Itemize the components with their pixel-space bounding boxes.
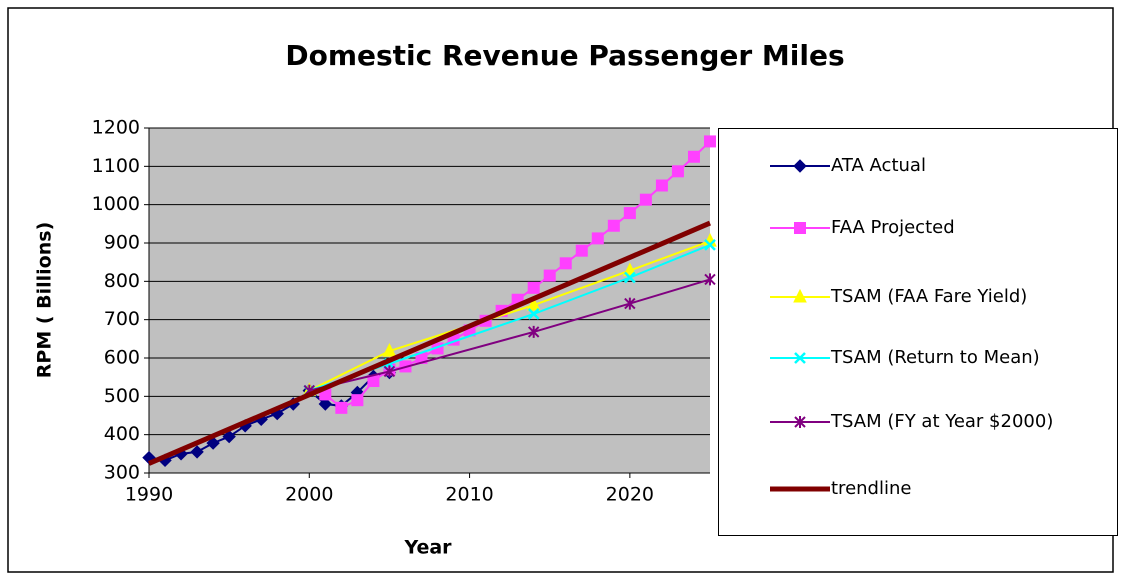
marker <box>335 401 348 414</box>
marker <box>794 416 806 428</box>
marker <box>794 352 806 364</box>
legend: ATA Actual FAA Projected TSAM (FAA Fare Yi… <box>718 128 1118 536</box>
y-tick-label: 800 <box>104 270 140 292</box>
marker <box>639 193 652 206</box>
legend-label: trendline <box>831 478 912 499</box>
marker <box>794 222 806 234</box>
legend-label: TSAM (FAA Fare Yield) <box>831 286 1028 307</box>
marker <box>704 273 716 286</box>
marker <box>623 271 636 284</box>
legend-label: TSAM (Return to Mean) <box>831 347 1040 368</box>
marker <box>624 297 636 310</box>
legend-label: ATA Actual <box>831 155 926 176</box>
y-tick-label: 300 <box>104 462 140 484</box>
marker <box>671 165 684 178</box>
marker <box>704 135 716 148</box>
y-tick-label: 400 <box>104 423 140 445</box>
marker <box>527 281 540 294</box>
y-tick-label: 700 <box>104 308 140 330</box>
marker <box>543 269 556 282</box>
y-tick-label: 1000 <box>92 193 140 215</box>
marker <box>527 325 540 338</box>
marker <box>793 159 807 173</box>
marker <box>687 150 700 163</box>
y-tick-label: 500 <box>104 385 140 407</box>
y-tick-label: 1100 <box>92 155 140 177</box>
x-tick-label: 2020 <box>606 484 654 506</box>
marker <box>142 450 156 465</box>
x-tick-label: 1990 <box>125 484 173 506</box>
x-tick-label: 2000 <box>285 484 333 506</box>
legend-label: FAA Projected <box>831 217 955 238</box>
marker <box>704 239 716 251</box>
marker <box>351 394 364 407</box>
marker <box>318 397 333 411</box>
series-line <box>148 371 390 462</box>
marker <box>591 232 604 245</box>
legend-swatch <box>770 352 830 364</box>
legend-swatch <box>770 159 830 173</box>
y-tick-label: 1200 <box>92 117 140 139</box>
plot-area <box>149 128 710 473</box>
chart-title: Domestic Revenue Passenger Miles <box>285 39 844 72</box>
marker <box>655 179 668 192</box>
legend-swatch <box>770 222 830 234</box>
marker <box>383 365 396 378</box>
y-tick-label: 900 <box>104 232 140 254</box>
legend-swatch <box>770 288 830 303</box>
marker <box>623 262 637 277</box>
series-line <box>148 220 711 466</box>
marker <box>575 244 588 257</box>
x-tick-label: 2010 <box>445 484 493 506</box>
marker <box>559 257 572 270</box>
marker <box>190 445 204 459</box>
marker <box>607 219 620 232</box>
legend-swatch <box>770 416 830 428</box>
y-tick-label: 600 <box>104 347 140 369</box>
y-axis-label: RPM ( Billions) <box>34 222 56 378</box>
marker <box>222 429 236 444</box>
marker <box>526 296 541 311</box>
marker <box>382 342 397 357</box>
marker <box>527 308 540 320</box>
marker <box>793 288 807 303</box>
legend-swatch <box>770 486 830 492</box>
marker <box>623 207 636 220</box>
legend-label: TSAM (FY at Year $2000) <box>831 411 1054 432</box>
x-axis-label: Year <box>403 537 452 559</box>
marker <box>206 436 220 450</box>
